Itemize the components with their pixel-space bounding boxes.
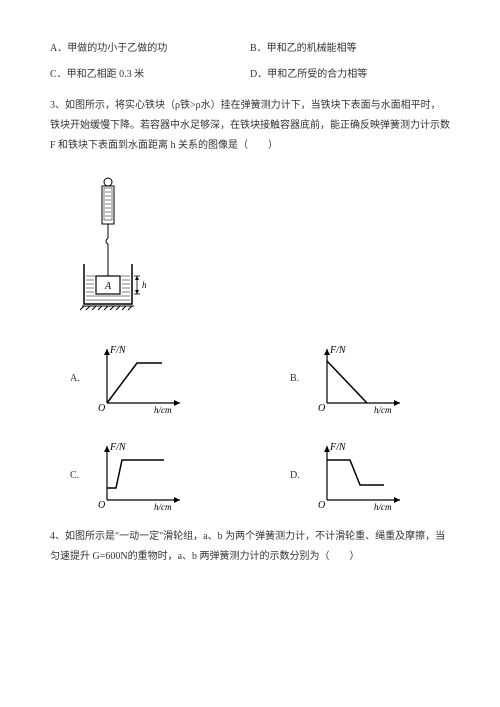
- graph-c-label: C.: [70, 467, 84, 485]
- svg-text:O: O: [98, 403, 105, 414]
- svg-text:h/cm: h/cm: [374, 405, 392, 415]
- svg-text:O: O: [318, 403, 325, 414]
- option-d: D．甲和乙所受的合力相等: [250, 66, 450, 84]
- h-label: h: [142, 280, 147, 290]
- graph-d-label: D.: [290, 467, 304, 485]
- svg-text:O: O: [318, 500, 325, 511]
- graph-option-a: A. F/N h/cm O: [70, 343, 230, 415]
- graph-option-c: C. F/N h/cm O: [70, 440, 230, 512]
- graph-a-svg: F/N h/cm O: [92, 343, 187, 415]
- q4-text: 如图所示是"一动一定"滑轮组，a、b 为两个弹簧测力计，不计滑轮重、绳重及摩擦，…: [50, 531, 445, 562]
- graph-option-b: B. F/N h/cm O: [290, 343, 450, 415]
- option-b: B．甲和乙的机械能相等: [250, 40, 450, 58]
- q3-text: 如图所示，将实心铁块（ρ铁>ρ水）挂在弹簧测力计下，当铁块下表面与水面相平时，铁…: [50, 100, 450, 151]
- question-3: 3、如图所示，将实心铁块（ρ铁>ρ水）挂在弹簧测力计下，当铁块下表面与水面相平时…: [50, 96, 450, 156]
- graph-option-d: D. F/N h/cm O: [290, 440, 450, 512]
- svg-text:O: O: [98, 500, 105, 511]
- svg-text:F/N: F/N: [109, 442, 127, 453]
- svg-text:h/cm: h/cm: [154, 502, 172, 512]
- graph-d-svg: F/N h/cm O: [312, 440, 407, 512]
- graph-a-label: A.: [70, 370, 84, 388]
- svg-text:F/N: F/N: [109, 345, 127, 356]
- graph-b-svg: F/N h/cm O: [312, 343, 407, 415]
- svg-text:F/N: F/N: [329, 345, 347, 356]
- svg-text:h/cm: h/cm: [374, 502, 392, 512]
- prev-options-row-2: C．甲和乙相距 0.3 米 D．甲和乙所受的合力相等: [50, 66, 450, 84]
- svg-text:h/cm: h/cm: [154, 405, 172, 415]
- svg-text:F/N: F/N: [329, 442, 347, 453]
- q4-number: 4、: [50, 531, 65, 542]
- graph-b-label: B.: [290, 370, 304, 388]
- option-a: A．甲做的功小于乙做的功: [50, 40, 250, 58]
- spring-scale-svg: A h: [80, 176, 160, 316]
- graph-c-svg: F/N h/cm O: [92, 440, 187, 512]
- block-label: A: [104, 281, 112, 292]
- q3-number: 3、: [50, 100, 65, 111]
- graph-options-grid: A. F/N h/cm O B. F/N h/cm O C.: [70, 343, 450, 512]
- option-c: C．甲和乙相距 0.3 米: [50, 66, 250, 84]
- question-4: 4、如图所示是"一动一定"滑轮组，a、b 为两个弹簧测力计，不计滑轮重、绳重及摩…: [50, 527, 450, 567]
- prev-options-row-1: A．甲做的功小于乙做的功 B．甲和乙的机械能相等: [50, 40, 450, 58]
- spring-scale-figure: A h: [80, 176, 450, 323]
